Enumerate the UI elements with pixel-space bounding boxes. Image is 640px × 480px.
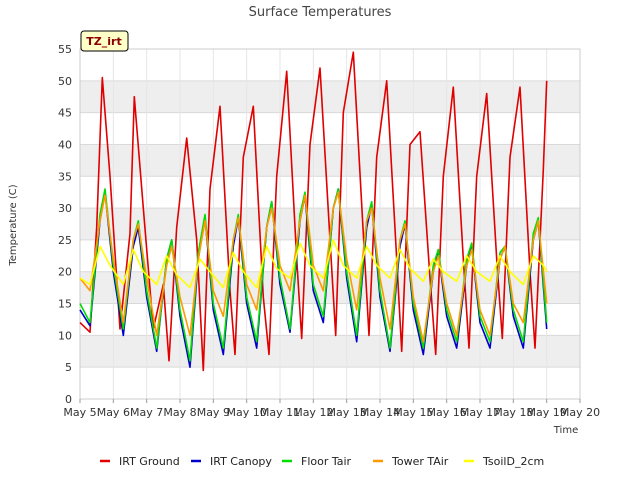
x-axis-label: Time [553,425,578,436]
plot-frame [79,48,581,400]
y-tick-label: 20 [58,266,72,279]
y-tick-label: 35 [58,170,72,183]
y-axis-ticks: 0 5 10 15 20 25 30 35 40 45 50 55 [58,43,72,406]
y-tick-label: 40 [58,138,72,151]
x-tick-label: May 7 [130,406,163,419]
y-tick-label: 10 [58,329,72,342]
legend-label: IRT Ground [119,455,180,468]
y-tick-label: 45 [58,107,72,120]
x-tick-label: May 11 [260,406,300,419]
y-tick-label: 5 [65,361,72,374]
background-band [80,335,580,368]
legend: IRT Ground IRT Canopy Floor Tair Tower TAir… [100,455,544,468]
x-tick-label: May 16 [427,406,467,419]
x-tick-label: May 13 [327,406,367,419]
y-tick-label: 55 [58,43,72,56]
series-line-floor-tair [79,188,548,362]
x-tick-label: May 15 [393,406,433,419]
x-tick-label: May 10 [227,406,267,419]
x-tick-label: May 18 [493,406,533,419]
x-tick-label: May 14 [360,406,400,419]
y-tick-label: 25 [58,234,72,247]
x-tick-label: May 17 [460,406,500,419]
y-tick-label: 30 [58,202,72,215]
x-tick-label: May 20 [560,406,600,419]
legend-label: TsoilD_2cm [482,455,544,468]
y-axis-label: Temperature (C) [8,184,19,266]
x-tick-label: May 12 [293,406,333,419]
series-lines [79,51,548,372]
series-line-tsoild-2cm [79,239,548,289]
y-tick-label: 15 [58,298,72,311]
legend-label: IRT Canopy [210,455,272,468]
site-tag-label: TZ_irt [86,35,121,48]
x-tick-label: May 8 [163,406,196,419]
background-band [80,80,580,113]
legend-label: Floor Tair [301,455,352,468]
x-tick-label: May 9 [197,406,230,419]
background-band [80,144,580,177]
legend-label: Tower TAir [391,455,449,468]
series-line-tower-tair [79,191,548,343]
y-tick-label: 0 [65,393,72,406]
grid-lines [79,48,581,400]
y-tick-label: 50 [58,75,72,88]
x-tick-label: May 5 [63,406,96,419]
chart-title: Surface Temperatures [249,5,392,20]
x-tick-label: May 19 [527,406,567,419]
x-tick-label: May 6 [97,406,130,419]
site-tag-badge: TZ_irt [80,30,129,52]
